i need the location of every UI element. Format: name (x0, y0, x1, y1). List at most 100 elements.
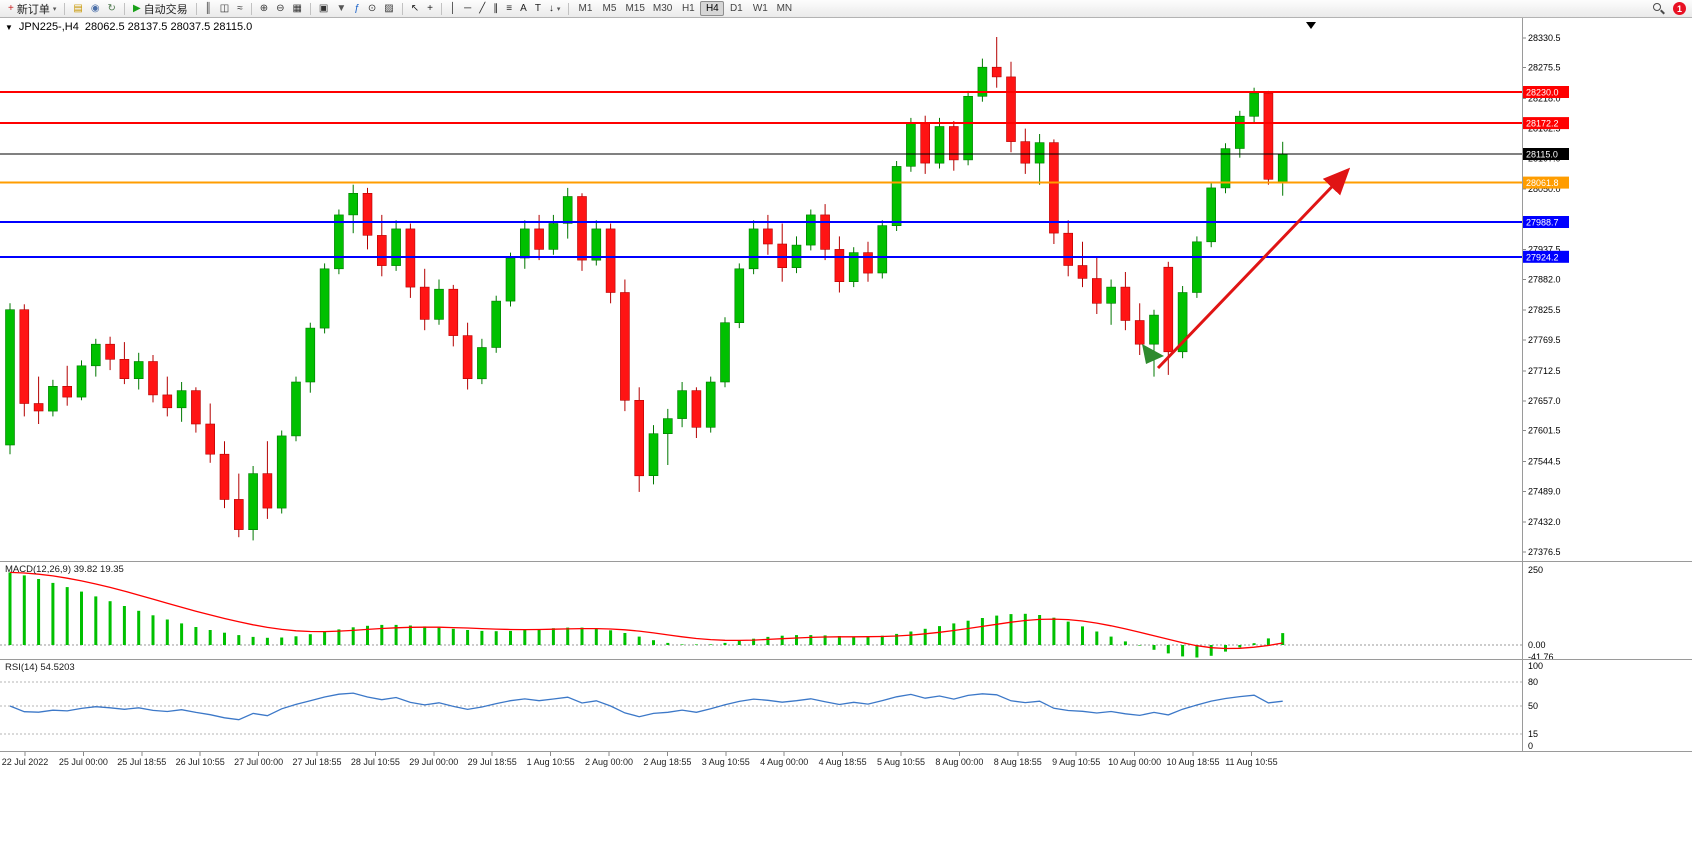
metaeditor-icon[interactable]: ▤ (69, 1, 86, 16)
svg-text:28050.0: 28050.0 (1528, 184, 1561, 194)
periods-icon[interactable]: ⊙ (364, 1, 380, 16)
horizontal-line-icon[interactable]: ─ (460, 1, 475, 16)
zoom-out-icon-glyph: ⊖ (276, 3, 285, 14)
bar-chart-type-icon[interactable]: ║ (201, 1, 216, 16)
price-axis[interactable] (1522, 18, 1692, 752)
experts-icon[interactable]: ◉ (87, 1, 104, 16)
profiles-icon[interactable]: ▼ (332, 1, 350, 16)
autotrading-button-label: 自动交易 (143, 3, 188, 16)
rsi-indicator: 100 80 50 15 0 (0, 661, 1543, 751)
timeframe-button-m5[interactable]: M5 (602, 3, 617, 14)
vertical-line-icon[interactable]: │ (446, 1, 460, 16)
zoom-out-icon[interactable]: ⊖ (272, 1, 288, 16)
macd-indicator-label: MACD(12,26,9) 39.82 19.35 (5, 564, 124, 575)
crosshair-icon-glyph: + (427, 3, 433, 14)
svg-text:10 Aug 18:55: 10 Aug 18:55 (1166, 757, 1219, 767)
timeframe-button-mn[interactable]: MN (776, 3, 793, 14)
price-badge-28061.8: 28061.8 (1523, 176, 1569, 189)
experts-icon-glyph: ◉ (90, 3, 100, 14)
toolbar-separator (309, 2, 311, 15)
chart-symbol-period: JPN225-,H4 (18, 21, 79, 33)
profiles-icon-glyph: ▼ (336, 3, 347, 14)
svg-text:0.00: 0.00 (1528, 640, 1546, 650)
svg-text:25 Jul 00:00: 25 Jul 00:00 (59, 757, 108, 767)
price-badge-27988.7: 27988.7 (1523, 216, 1569, 228)
price-badge-28172.2: 28172.2 (1523, 117, 1569, 130)
svg-text:10 Aug 00:00: 10 Aug 00:00 (1108, 757, 1161, 767)
refresh-icon-glyph: ↻ (107, 3, 116, 14)
toolbar-separator (250, 2, 252, 15)
timeframe-button-m30[interactable]: M30 (652, 3, 673, 14)
svg-text:27769.5: 27769.5 (1528, 335, 1561, 345)
periods-icon-glyph: ⊙ (367, 3, 377, 14)
timeframe-button-d1[interactable]: D1 (729, 3, 743, 14)
price-badge-28115.0: 28115.0 (1523, 148, 1569, 160)
one-click-trading-toggle-icon[interactable]: ▼ (5, 22, 13, 32)
new-order-button[interactable]: + 新订单 ▾ (4, 1, 60, 16)
line-chart-type-icon[interactable]: ≈ (233, 1, 247, 16)
macd-indicator: 250 0.00 -41.76 (0, 565, 1554, 662)
rsi-panel[interactable] (0, 660, 1522, 750)
svg-text:11 Aug 10:55: 11 Aug 10:55 (1225, 757, 1277, 767)
svg-text:27657.0: 27657.0 (1528, 396, 1561, 406)
text-icon[interactable]: A (516, 1, 531, 16)
timeframe-button-h4[interactable]: H4 (700, 1, 725, 16)
trend-arrow-annotation[interactable] (1156, 167, 1351, 370)
svg-text:28330.5: 28330.5 (1528, 33, 1561, 43)
arrows-tool-icon[interactable]: ↓ ▾ (545, 1, 565, 16)
toolbar-separator (123, 2, 125, 15)
notification-badge[interactable]: 1 (1673, 2, 1686, 15)
svg-text:15: 15 (1528, 729, 1538, 739)
candlestick-type-icon[interactable]: ◫ (216, 1, 233, 16)
indicators-icon[interactable]: ƒ (350, 1, 364, 16)
toolbar-separator (568, 2, 570, 15)
svg-text:4 Aug 00:00: 4 Aug 00:00 (760, 757, 808, 767)
text-label-icon[interactable]: T (531, 1, 545, 16)
chart-header: ▼ JPN225-,H4 28062.5 28137.5 28037.5 281… (5, 21, 252, 33)
candlestick-type-icon-glyph: ◫ (219, 3, 230, 14)
time-axis[interactable] (0, 752, 1522, 772)
svg-text:27544.5: 27544.5 (1528, 457, 1561, 467)
chart-shift-marker[interactable] (1306, 22, 1316, 29)
toolbar-separator (401, 2, 403, 15)
zoom-in-icon-glyph: ⊕ (259, 3, 269, 14)
new-order-button-label: 新订单 (16, 3, 50, 16)
timeframe-button-m1[interactable]: M1 (578, 3, 593, 14)
svg-text:27937.5: 27937.5 (1528, 245, 1561, 255)
tile-windows-icon[interactable]: ▦ (288, 1, 305, 16)
svg-text:8 Aug 00:00: 8 Aug 00:00 (935, 757, 983, 767)
green-arrow-marker[interactable] (1142, 344, 1164, 364)
fibonacci-icon[interactable]: ≡ (502, 1, 516, 16)
equidistant-channel-icon[interactable]: ∥ (489, 1, 502, 16)
timeframe-button-w1[interactable]: W1 (752, 3, 768, 14)
cursor-icon-glyph: ↖ (410, 3, 420, 14)
zoom-in-icon[interactable]: ⊕ (256, 1, 272, 16)
macd-panel[interactable] (0, 562, 1522, 658)
timeframe-button-m15[interactable]: M15 (625, 3, 645, 14)
timeframe-button-h1[interactable]: H1 (681, 3, 695, 14)
trendline-icon-glyph: ╱ (479, 3, 486, 14)
trendline-icon[interactable]: ╱ (475, 1, 489, 16)
templates-icon[interactable]: ▨ (380, 1, 397, 16)
search-icon[interactable] (1652, 2, 1665, 15)
svg-text:4 Aug 18:55: 4 Aug 18:55 (819, 757, 867, 767)
svg-text:27988.7: 27988.7 (1526, 218, 1559, 228)
svg-text:28218.0: 28218.0 (1528, 94, 1561, 104)
toolbar-separator (64, 2, 66, 15)
svg-text:28 Jul 10:55: 28 Jul 10:55 (351, 757, 400, 767)
svg-text:28230.0: 28230.0 (1526, 88, 1559, 98)
svg-text:29 Jul 18:55: 29 Jul 18:55 (468, 757, 517, 767)
toolbar-separator (195, 2, 197, 15)
autotrading-button[interactable]: ▶ 自动交易 (129, 1, 192, 16)
svg-text:3 Aug 10:55: 3 Aug 10:55 (702, 757, 750, 767)
price-badge-28230.0: 28230.0 (1523, 86, 1569, 98)
dropdown-caret-icon: ▾ (52, 5, 57, 13)
svg-text:250: 250 (1528, 565, 1543, 575)
refresh-icon[interactable]: ↻ (104, 1, 120, 16)
autotrading-glyph: ▶ (132, 3, 141, 14)
new-chart-icon[interactable]: ▣ (315, 1, 332, 16)
cursor-icon[interactable]: ↖ (407, 1, 423, 16)
crosshair-icon[interactable]: + (423, 1, 437, 16)
horizontal-line-icon-glyph: ─ (464, 3, 472, 14)
